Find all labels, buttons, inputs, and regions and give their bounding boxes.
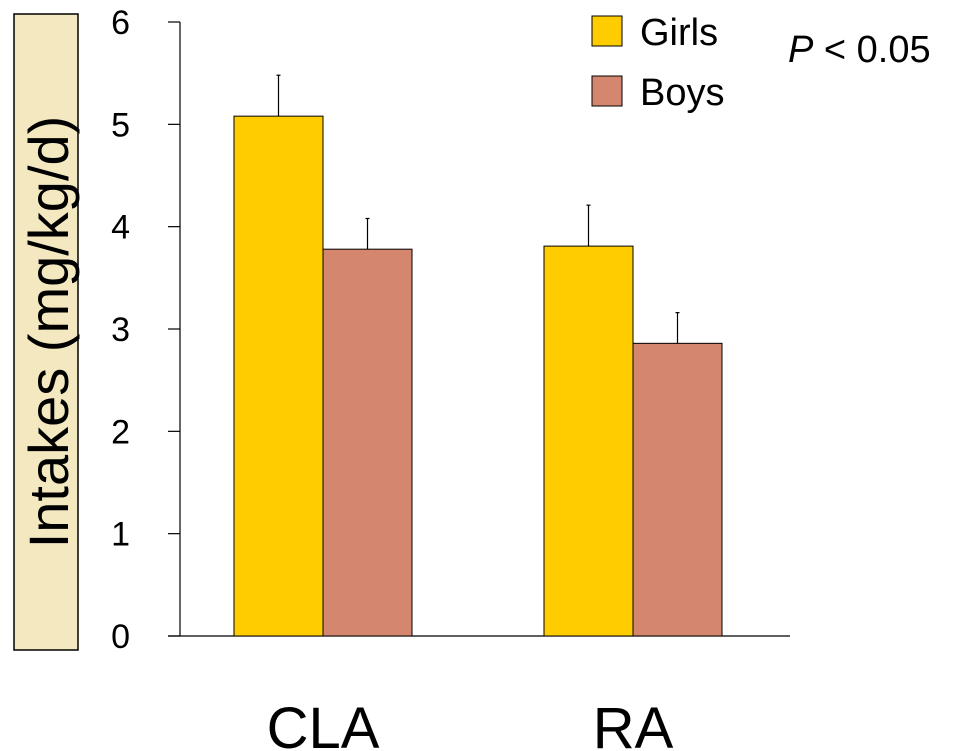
legend-swatch-girls	[591, 15, 623, 47]
bar-boys-cla	[322, 248, 413, 637]
y-tick-label: 1	[111, 516, 130, 554]
bar-boys-ra	[632, 342, 723, 637]
bar-girls-cla	[233, 115, 324, 637]
y-tick-label: 5	[111, 106, 130, 144]
significance-annotation: P < 0.05	[788, 29, 931, 71]
y-tick-label: 0	[111, 618, 130, 656]
p-threshold: < 0.05	[813, 29, 930, 71]
y-tick-label: 6	[111, 4, 130, 42]
category-label-ra: RA	[593, 696, 674, 751]
y-axis-label: Intakes (mg/kg/d)	[17, 116, 80, 549]
legend: Girls Boys	[591, 12, 724, 114]
legend-label-boys: Boys	[640, 72, 724, 114]
y-tick-label: 2	[111, 413, 130, 451]
bar-girls-ra	[543, 245, 634, 637]
p-symbol: P	[788, 29, 814, 71]
y-axis-label-group: Intakes (mg/kg/d)	[13, 13, 80, 651]
y-tick-label: 3	[111, 311, 130, 349]
y-axis-label-background	[13, 13, 79, 651]
category-label-cla: CLA	[267, 696, 380, 751]
category-labels: CLA RA	[267, 696, 674, 751]
y-tick-label: 4	[111, 209, 130, 247]
bars	[233, 74, 723, 637]
legend-swatch-boys	[591, 75, 623, 107]
legend-label-girls: Girls	[640, 12, 718, 54]
